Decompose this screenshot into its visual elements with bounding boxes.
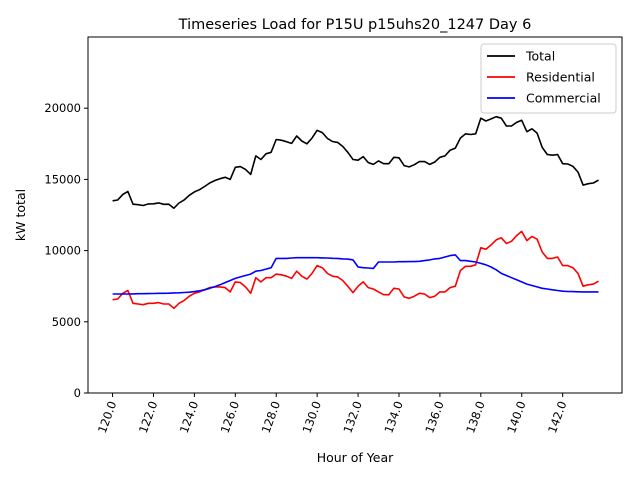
legend-label-residential: Residential [526,70,595,85]
series-line-total [112,115,599,209]
y-tick-label: 10000 [44,244,81,258]
x-tick-label: 120.0 [95,399,119,435]
x-tick-label: 124.0 [177,399,201,435]
x-tick-label: 140.0 [504,399,528,435]
y-tick-label: 20000 [44,101,81,115]
x-tick-label: 122.0 [136,399,160,435]
series-layer [112,115,599,310]
y-axis-label: kW total [13,189,28,241]
x-tick-label: 134.0 [381,399,405,435]
x-tick-label: 132.0 [340,399,364,435]
x-tick-label: 128.0 [259,399,283,435]
y-tick-label: 5000 [52,315,81,329]
series-line-residential [112,230,599,310]
legend: Total Residential Commercial [480,43,617,114]
x-axis-ticks: 120.0 122.0 124.0 126.0 128.0 130.0 132.0 134.0… [95,393,569,435]
legend-label-total: Total [525,49,555,64]
x-tick-label: 136.0 [422,399,446,435]
series-line-commercial [112,254,599,295]
chart-title: Timeseries Load for P15U p15uhs20_1247 D… [178,17,532,33]
y-tick-label: 0 [74,386,81,400]
x-axis-label: Hour of Year [317,450,394,465]
x-tick-label: 142.0 [545,399,569,435]
plot-frame [87,36,623,394]
y-tick-label: 15000 [44,172,81,186]
x-tick-label: 130.0 [300,399,324,435]
y-axis-ticks: 0 5000 10000 15000 20000 [44,101,88,400]
x-tick-label: 138.0 [463,399,487,435]
legend-box [480,43,617,114]
legend-label-commercial: Commercial [526,91,601,106]
x-tick-label: 126.0 [218,399,242,435]
